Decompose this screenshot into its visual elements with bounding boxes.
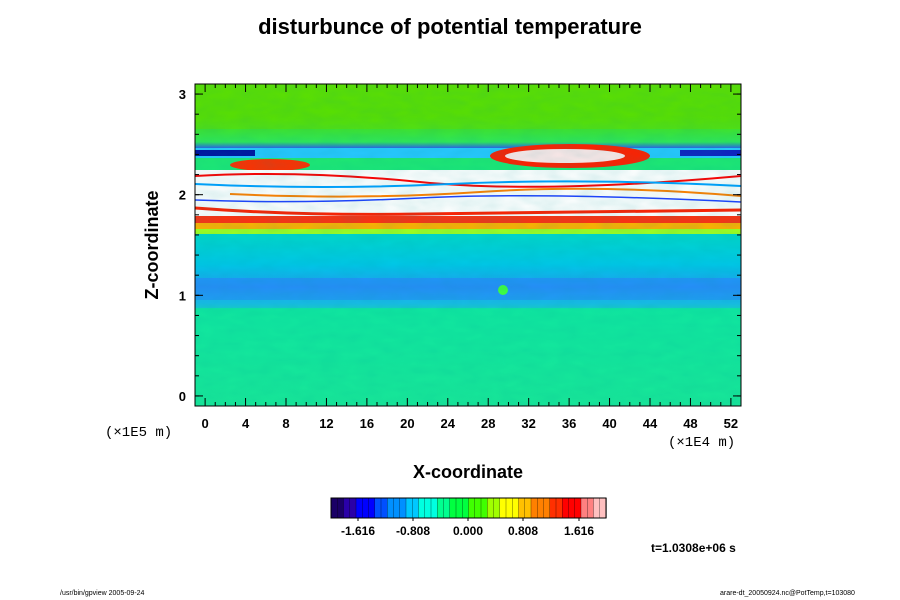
colorbar-cell [468,497,476,519]
colorbar-cell [437,497,445,519]
colorbar-cell [555,497,563,519]
time-stamp: t=1.0308e+06 s [651,541,736,555]
colorbar-cell [543,497,551,519]
y-axis-units: (×1E5 m) [105,425,173,441]
footer-left: /usr/bin/gpview 2005-09-24 [60,590,145,597]
colorbar-cell [455,497,463,519]
x-tick-label: 44 [643,416,658,431]
colorbar-cell [562,497,570,519]
colorbar-cell [443,497,451,519]
colorbar-cell [362,497,370,519]
x-tick-label: 48 [683,416,697,431]
colorbar-cell [587,497,595,519]
x-tick-label: 16 [360,416,374,431]
x-tick-label: 28 [481,416,495,431]
x-tick-label: 40 [602,416,616,431]
colorbar-tick-label: 0.000 [453,524,483,538]
footer-right: arare-dt_20050924.nc@PotTemp,t=103080 [720,590,855,597]
colorbar-cell [405,497,413,519]
colorbar: -1.616 -0.808 0.000 0.808 1.616 [330,497,607,538]
colorbar-cell [412,497,420,519]
x-tick-label: 0 [201,416,208,431]
x-tick-label: 52 [724,416,738,431]
colorbar-cell [518,497,526,519]
x-axis-ticks: 0 4 8 12 16 20 24 28 32 36 40 44 48 52 [194,84,742,431]
heatmap-field [195,84,741,406]
colorbar-cell [337,497,345,519]
colorbar-cell [480,497,488,519]
colorbar-cell [430,497,438,519]
y-tick-label: 1 [179,288,186,303]
colorbar-cell [368,497,376,519]
colorbar-cell [549,497,557,519]
x-axis-label: X-coordinate [413,462,523,482]
x-tick-label: 36 [562,416,576,431]
y-tick-label: 2 [179,188,186,203]
chart-title: disturbunce of potential temperature [258,14,642,39]
colorbar-cell [505,497,513,519]
colorbar-cell [487,497,495,519]
y-axis-label: Z-coordinate [142,190,162,299]
colorbar-tick-label: -0.808 [396,524,430,538]
colorbar-cell [355,497,363,519]
x-tick-label: 20 [400,416,414,431]
colorbar-cell [530,497,538,519]
colorbar-tick-label: -1.616 [341,524,375,538]
colorbar-cell [574,497,582,519]
colorbar-cell [537,497,545,519]
x-tick-label: 4 [242,416,250,431]
y-axis-ticks: 0 1 2 3 [179,87,741,404]
colorbar-tick-label: 0.808 [508,524,538,538]
colorbar-cell [449,497,457,519]
colorbar-cell [393,497,401,519]
x-tick-label: 32 [521,416,535,431]
field-texture [195,84,741,406]
colorbar-cell [474,497,482,519]
colorbar-cell [374,497,382,519]
colorbar-cell [387,497,395,519]
colorbar-cell [512,497,520,519]
colorbar-cell [599,497,607,519]
x-tick-label: 8 [282,416,289,431]
colorbar-cell [568,497,576,519]
colorbar-cell [462,497,470,519]
colorbar-cell [380,497,388,519]
colorbar-cell [580,497,588,519]
colorbar-cell [593,497,601,519]
colorbar-cell [499,497,507,519]
x-tick-label: 12 [319,416,333,431]
colorbar-cell [418,497,426,519]
x-tick-label: 24 [441,416,456,431]
colorbar-cell [399,497,407,519]
y-tick-label: 0 [179,389,186,404]
colorbar-cell [343,497,351,519]
colorbar-tick-label: 1.616 [564,524,594,538]
colorbar-cell [330,497,338,519]
x-axis-units: (×1E4 m) [668,435,736,451]
colorbar-cell [349,497,357,519]
y-tick-label: 3 [179,87,186,102]
colorbar-cell [424,497,432,519]
colorbar-cell [493,497,501,519]
colorbar-cell [524,497,532,519]
